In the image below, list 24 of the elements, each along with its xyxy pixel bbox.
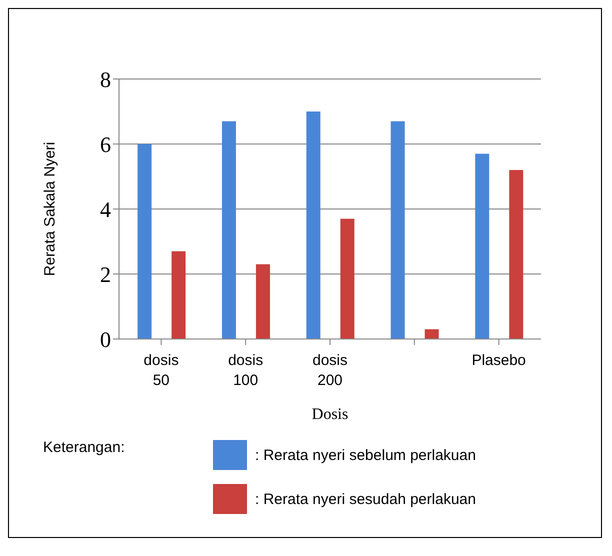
y-tick-label: 2 xyxy=(100,262,111,287)
x-tick-label: Plasebo xyxy=(472,352,526,369)
legend-label: : Rerata nyeri sebelum perlakuan xyxy=(255,446,476,464)
bar xyxy=(306,112,320,339)
y-axis-title: Rerata Sakala Nyeri xyxy=(41,142,58,276)
bar xyxy=(256,264,270,339)
bar xyxy=(509,170,524,339)
x-tick-label: dosis 200 xyxy=(312,352,348,389)
x-tick-label: dosis 50 xyxy=(144,352,179,389)
legend-label: : Rerata nyeri sesudah perlakuan xyxy=(255,490,476,508)
bar xyxy=(475,154,490,339)
bar xyxy=(424,329,439,339)
x-axis-title: Dosis xyxy=(312,406,348,423)
bar xyxy=(172,251,186,339)
y-tick-label: 0 xyxy=(100,326,111,352)
bar xyxy=(340,218,354,339)
y-tick-label: 8 xyxy=(100,66,111,92)
bar xyxy=(138,144,152,339)
x-tick-label: dosis 100 xyxy=(228,352,264,389)
bar xyxy=(390,121,405,339)
y-tick-label: 6 xyxy=(100,132,111,157)
y-tick-label: 4 xyxy=(100,196,111,222)
legend-title: Keterangan: xyxy=(42,438,126,456)
bar xyxy=(222,121,236,339)
